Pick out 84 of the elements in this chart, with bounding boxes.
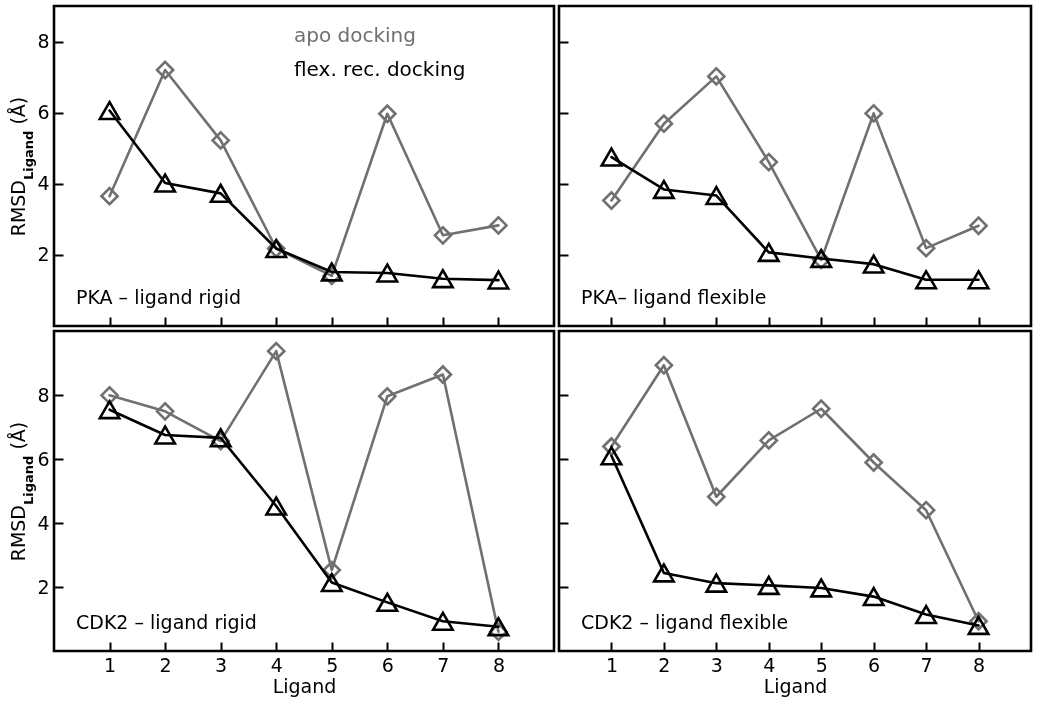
point xyxy=(98,399,121,420)
point xyxy=(431,611,454,631)
point xyxy=(320,572,343,593)
point xyxy=(757,242,780,263)
x-tick-label: 2 xyxy=(658,653,671,676)
point xyxy=(862,586,885,607)
point xyxy=(811,399,831,419)
x-axis-title: Ligand xyxy=(763,674,828,697)
x-tick-label: 7 xyxy=(920,653,933,676)
point xyxy=(155,60,175,80)
point xyxy=(705,185,728,206)
point xyxy=(98,100,121,121)
point xyxy=(602,191,621,210)
y-tick-label: 6 xyxy=(37,101,50,124)
point xyxy=(706,67,726,86)
point xyxy=(155,401,175,421)
x-tick-label: 6 xyxy=(381,653,394,676)
x-tick-label: 5 xyxy=(815,653,828,676)
point xyxy=(487,270,510,290)
x-tick-label: 7 xyxy=(437,653,450,676)
text: PKA– ligand flexible xyxy=(581,286,767,308)
point xyxy=(266,341,286,361)
point xyxy=(154,173,177,193)
point xyxy=(209,183,232,204)
point xyxy=(211,131,231,150)
x-tick-label: 8 xyxy=(492,653,505,676)
point xyxy=(265,496,288,516)
text: apo docking xyxy=(294,23,416,47)
point xyxy=(489,216,508,235)
text: CDK2 – ligand flexible xyxy=(581,611,789,633)
text: CDK2 – ligand rigid xyxy=(76,611,257,633)
point xyxy=(706,487,726,507)
point xyxy=(969,216,988,236)
point xyxy=(862,254,885,274)
point xyxy=(433,225,453,245)
point xyxy=(376,592,399,613)
point xyxy=(916,238,936,258)
point xyxy=(652,563,675,583)
y-tick-label: 8 xyxy=(37,383,50,406)
point xyxy=(377,386,397,406)
y-tick-label: 8 xyxy=(37,30,50,53)
x-axis-title: Ligand xyxy=(272,674,337,697)
point xyxy=(757,575,780,596)
text: flex. rec. docking xyxy=(294,57,466,81)
x-tick-label: 2 xyxy=(159,653,172,676)
x-tick-label: 1 xyxy=(605,653,618,676)
point xyxy=(376,263,399,283)
y-tick-label: 4 xyxy=(37,511,50,534)
point xyxy=(915,604,938,625)
point xyxy=(759,431,779,450)
x-tick-label: 4 xyxy=(763,653,776,676)
y-tick-label: 6 xyxy=(37,447,50,470)
point xyxy=(377,104,397,124)
point xyxy=(100,385,119,405)
y-tick-label: 4 xyxy=(37,172,50,195)
y-tick-label: 2 xyxy=(37,243,50,266)
point xyxy=(600,446,623,466)
point xyxy=(759,152,779,172)
x-tick-label: 3 xyxy=(215,653,228,676)
text: PKA – ligand rigid xyxy=(76,286,242,308)
point xyxy=(916,500,936,520)
point xyxy=(864,104,884,123)
x-tick-label: 5 xyxy=(326,653,339,676)
point xyxy=(431,268,454,289)
x-tick-label: 4 xyxy=(270,653,283,676)
point xyxy=(967,270,990,290)
point xyxy=(654,355,674,375)
point xyxy=(915,270,938,290)
x-tick-label: 8 xyxy=(973,653,986,676)
point xyxy=(705,573,728,593)
x-tick-label: 3 xyxy=(710,653,723,676)
y-tick-label: 2 xyxy=(37,575,50,598)
point xyxy=(810,578,833,598)
x-tick-label: 6 xyxy=(868,653,881,676)
point xyxy=(154,425,177,445)
x-tick-label: 1 xyxy=(104,653,117,676)
point xyxy=(100,186,119,206)
point xyxy=(654,114,674,134)
point xyxy=(652,179,675,200)
point xyxy=(967,615,990,636)
point xyxy=(433,365,453,384)
point xyxy=(864,453,884,472)
point xyxy=(600,147,623,167)
point xyxy=(487,616,510,637)
